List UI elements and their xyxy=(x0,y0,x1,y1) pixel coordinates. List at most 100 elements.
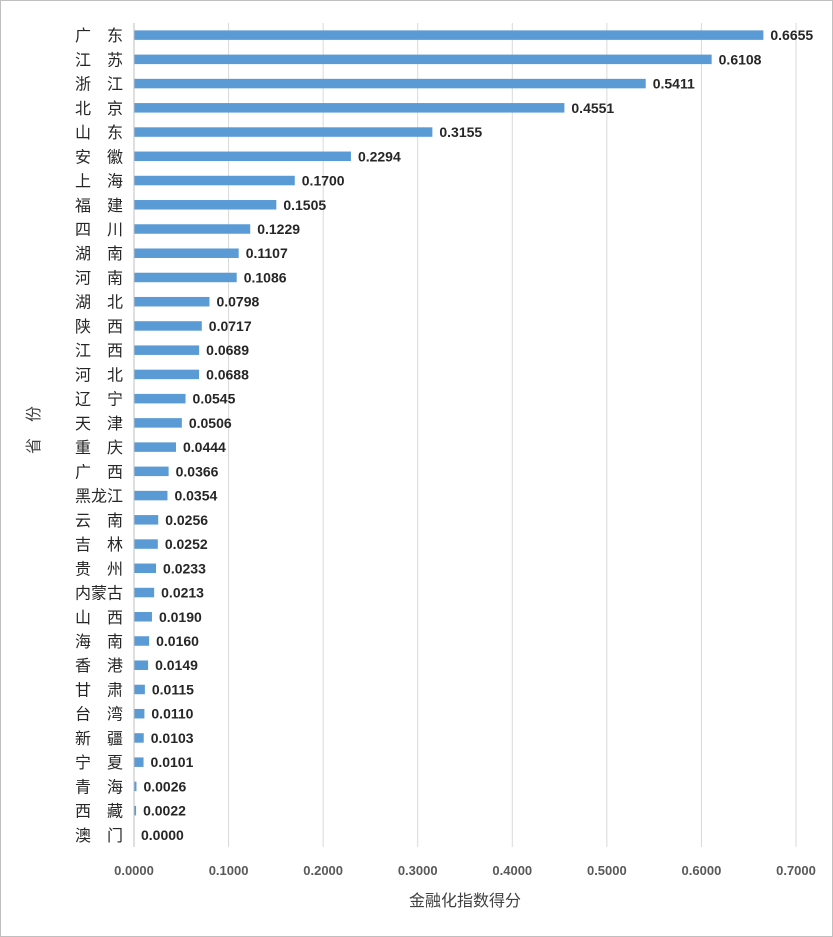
category-label: 台 湾 xyxy=(75,705,123,724)
category-label: 福 建 xyxy=(75,196,123,215)
bar xyxy=(134,515,159,525)
category-label: 宁 夏 xyxy=(75,753,123,772)
category-label: 河 北 xyxy=(75,365,123,384)
bar xyxy=(134,345,200,355)
data-label: 0.6108 xyxy=(719,51,762,67)
data-label: 0.1229 xyxy=(257,221,300,237)
data-label: 0.0160 xyxy=(156,633,199,649)
bar xyxy=(134,175,295,186)
bar xyxy=(134,248,239,258)
category-label: 山 西 xyxy=(75,608,123,627)
data-label: 0.0022 xyxy=(143,803,186,819)
category-label: 新 疆 xyxy=(75,729,123,748)
x-tick-label: 0.5000 xyxy=(587,863,627,878)
data-label: 0.0213 xyxy=(161,585,204,601)
data-label: 0.0366 xyxy=(176,463,219,479)
data-label: 0.0252 xyxy=(165,536,208,552)
category-label: 浙 江 xyxy=(75,75,123,94)
data-label: 0.1107 xyxy=(246,245,288,261)
bar xyxy=(134,708,145,719)
bar xyxy=(134,296,210,307)
data-label: 0.0256 xyxy=(165,512,208,528)
bar xyxy=(134,151,351,162)
category-label: 湖 北 xyxy=(75,293,123,312)
bar xyxy=(134,224,251,234)
bar xyxy=(134,30,764,40)
x-axis-title: 金融化指数得分 xyxy=(409,891,521,910)
bar xyxy=(134,660,149,670)
category-label: 河 南 xyxy=(75,268,123,287)
data-label: 0.1700 xyxy=(302,173,345,189)
data-label: 0.0233 xyxy=(163,560,206,576)
category-label: 澳 门 xyxy=(75,826,123,845)
data-label: 0.0101 xyxy=(151,754,194,770)
category-label: 海 南 xyxy=(75,632,123,651)
category-label: 吉 林 xyxy=(75,535,123,554)
category-label: 西 藏 xyxy=(75,802,123,821)
bars xyxy=(134,30,764,816)
bar xyxy=(134,466,169,477)
data-label: 0.5411 xyxy=(653,76,695,92)
bar xyxy=(134,612,152,622)
category-label: 江 苏 xyxy=(75,50,123,69)
data-label: 0.1505 xyxy=(283,197,326,213)
category-label: 辽 宁 xyxy=(75,390,123,409)
category-label: 青 海 xyxy=(75,777,123,796)
data-label: 0.0149 xyxy=(155,657,198,673)
category-label: 内蒙古 xyxy=(75,584,123,603)
x-tick-label: 0.3000 xyxy=(398,863,438,878)
x-tick-label: 0.1000 xyxy=(209,863,249,878)
bar xyxy=(134,54,712,65)
category-label: 香 港 xyxy=(75,656,123,675)
x-tick-labels: 0.0000 0.1000 0.2000 0.3000 0.4000 0.5000 0.60… xyxy=(114,863,816,878)
bar xyxy=(134,684,145,695)
category-label: 安 徽 xyxy=(75,147,123,166)
bar xyxy=(134,490,168,501)
category-label: 重 庆 xyxy=(75,438,123,457)
data-label: 0.0688 xyxy=(206,366,249,382)
bar xyxy=(134,78,646,89)
data-label: 0.0110 xyxy=(151,706,193,722)
bar xyxy=(134,442,176,452)
bar xyxy=(134,587,155,598)
data-label: 0.0103 xyxy=(151,730,194,746)
bar xyxy=(134,393,186,404)
data-label: 0.0545 xyxy=(193,391,236,407)
data-label: 0.0190 xyxy=(159,609,202,625)
category-label: 天 津 xyxy=(75,414,123,433)
category-label: 湖 南 xyxy=(75,244,123,263)
data-label: 0.1086 xyxy=(244,269,287,285)
category-label: 云 南 xyxy=(75,511,123,530)
category-labels: 广 东江 苏浙 江北 京山 东安 徽上 海福 建四 川湖 南河 南湖 北陕 西江… xyxy=(75,26,123,845)
category-label: 贵 州 xyxy=(75,559,123,578)
category-label: 广 东 xyxy=(75,26,123,45)
bar xyxy=(134,636,150,646)
y-axis-title: 省 份 xyxy=(24,406,43,454)
bar xyxy=(134,103,565,113)
bar xyxy=(134,539,158,549)
bar xyxy=(134,418,182,428)
category-label: 广 西 xyxy=(75,462,123,481)
bar xyxy=(134,321,202,331)
category-label: 陕 西 xyxy=(75,317,123,336)
data-label: 0.0000 xyxy=(141,827,184,843)
x-tick-label: 0.7000 xyxy=(776,863,816,878)
category-label: 北 京 xyxy=(75,99,123,118)
bar xyxy=(134,200,277,210)
bar xyxy=(134,781,137,792)
category-label: 山 东 xyxy=(75,123,123,142)
bar xyxy=(134,805,137,816)
category-label: 上 海 xyxy=(75,172,123,191)
bar xyxy=(134,733,144,743)
data-label: 0.0115 xyxy=(152,681,194,697)
category-label: 江 西 xyxy=(75,341,123,360)
data-labels: 0.6655 0.6108 0.5411 0.4551 0.3155 0.2294 0.17… xyxy=(141,27,813,843)
category-label: 甘 肃 xyxy=(75,680,123,699)
data-label: 0.4551 xyxy=(571,100,614,116)
data-label: 0.3155 xyxy=(439,124,482,140)
data-label: 0.0689 xyxy=(206,342,249,358)
x-tick-label: 0.4000 xyxy=(492,863,532,878)
data-label: 0.0506 xyxy=(189,415,232,431)
